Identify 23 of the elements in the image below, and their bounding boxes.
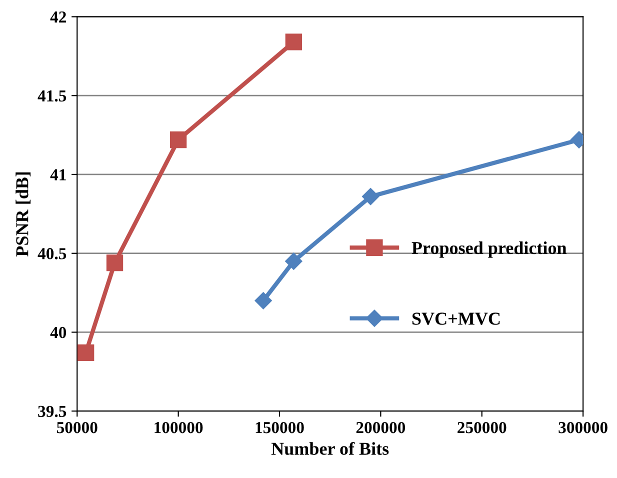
point — [285, 34, 302, 50]
y-tick-label: 42 — [50, 11, 66, 23]
y-tick-label: 40.5 — [38, 248, 66, 260]
y-axis-title: PSNR [dB] — [16, 172, 31, 256]
x-axis-title: Number of Bits — [271, 442, 389, 455]
y-tick-label: 41.5 — [38, 90, 66, 102]
point — [254, 292, 272, 310]
legend-label: Proposed prediction — [412, 241, 567, 258]
y-tick-label: 40 — [50, 326, 66, 338]
point — [77, 344, 94, 362]
x-tick-label: 100000 — [154, 422, 203, 434]
x-tick-label: 150000 — [256, 422, 304, 434]
x-tick-label: 50000 — [56, 422, 98, 434]
point — [285, 252, 302, 270]
x-tick-label: 200000 — [356, 422, 406, 434]
point — [362, 188, 380, 206]
x-tick-label: 300000 — [558, 422, 608, 434]
point — [106, 254, 124, 272]
y-tick-label: 39.5 — [38, 406, 66, 418]
y-tick-label: 41 — [50, 169, 66, 180]
legend-label: SVC+MVC — [412, 312, 500, 325]
point — [170, 131, 187, 148]
x-tick-label: 250000 — [458, 422, 506, 434]
